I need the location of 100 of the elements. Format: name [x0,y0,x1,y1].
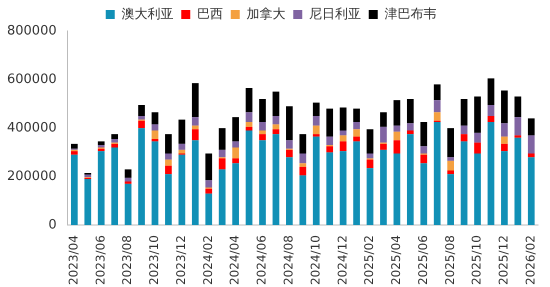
bar [488,78,494,106]
bar [218,169,226,226]
bar [299,134,306,154]
bar [232,147,239,158]
bar [326,136,334,146]
bar [501,90,508,124]
legend-label: 加拿大 [246,6,286,22]
bar [218,150,226,158]
bar [326,146,334,152]
bar [528,154,535,158]
bar [111,144,118,148]
bar [272,129,280,134]
bar [138,105,145,116]
x-tick-label: 2023/08 [120,235,134,286]
bar [246,126,252,130]
x-tick-label: 2024/02 [200,235,215,286]
bar [178,120,186,144]
bar [353,129,360,137]
bar [514,135,522,138]
bar [353,136,360,142]
legend-label: 巴西 [196,6,223,22]
bar [138,116,145,120]
bar [340,141,346,152]
bar [218,128,226,150]
bar [286,106,293,140]
x-tick-label: 2026/02 [523,235,538,286]
bar [259,130,266,134]
bar [447,160,454,171]
x-tick-label: 2024/10 [308,235,322,286]
bar [312,116,320,126]
x-tick-label: 2024/04 [228,235,242,286]
bar [70,154,78,226]
bar [488,116,494,122]
bar [192,117,199,126]
bar [340,107,346,130]
bar [380,150,387,226]
bar [299,163,306,167]
bar [286,140,293,149]
bar [84,174,92,178]
x-tick-label: 2025/10 [470,235,484,286]
bar [165,174,172,226]
bar [312,136,320,226]
bar [474,142,481,154]
bar [272,116,280,124]
bar [178,150,186,154]
bar [447,157,454,161]
bar [152,141,158,226]
bar [394,100,400,126]
bar [528,135,535,154]
bar [205,154,212,180]
y-tick-label: 600000 [6,72,57,87]
bar [124,184,132,226]
bar [366,168,374,226]
bar [474,132,481,143]
bar [70,144,78,149]
bar [394,154,400,226]
bar [70,151,78,155]
bar [232,141,239,148]
bar [192,126,199,130]
bar [218,158,226,170]
bar [380,144,387,150]
bar [501,144,508,152]
bar [111,134,118,139]
bar [460,98,468,126]
bar [406,130,414,134]
x-tick-label: 2023/04 [66,235,80,286]
bar [299,154,306,164]
x-tick-label: 2023/12 [174,235,188,286]
bar [406,98,414,124]
bar [259,140,266,226]
bar [152,138,158,142]
bar [474,154,481,226]
bar [434,122,441,226]
bar [124,169,132,178]
bar [380,126,387,143]
bar [178,144,186,150]
bar [447,174,454,226]
bar [205,180,212,188]
bar [246,122,252,127]
bar [474,96,481,133]
bar [232,163,239,226]
bar [514,96,522,118]
bar [111,138,118,143]
bar [312,102,320,116]
bar [165,154,172,160]
bar [420,163,428,226]
bar [98,148,105,152]
bar [340,151,346,226]
bar [312,134,320,137]
bar [366,129,374,154]
bar [501,136,508,144]
bar [528,118,535,136]
x-tick-label: 2024/06 [254,235,269,286]
bar [98,151,105,226]
y-tick-label: 0 [48,218,57,233]
bar [124,178,132,182]
bar [366,160,374,168]
bar [178,154,186,226]
x-tick-label: 2025/08 [442,235,457,286]
bar [152,130,158,139]
